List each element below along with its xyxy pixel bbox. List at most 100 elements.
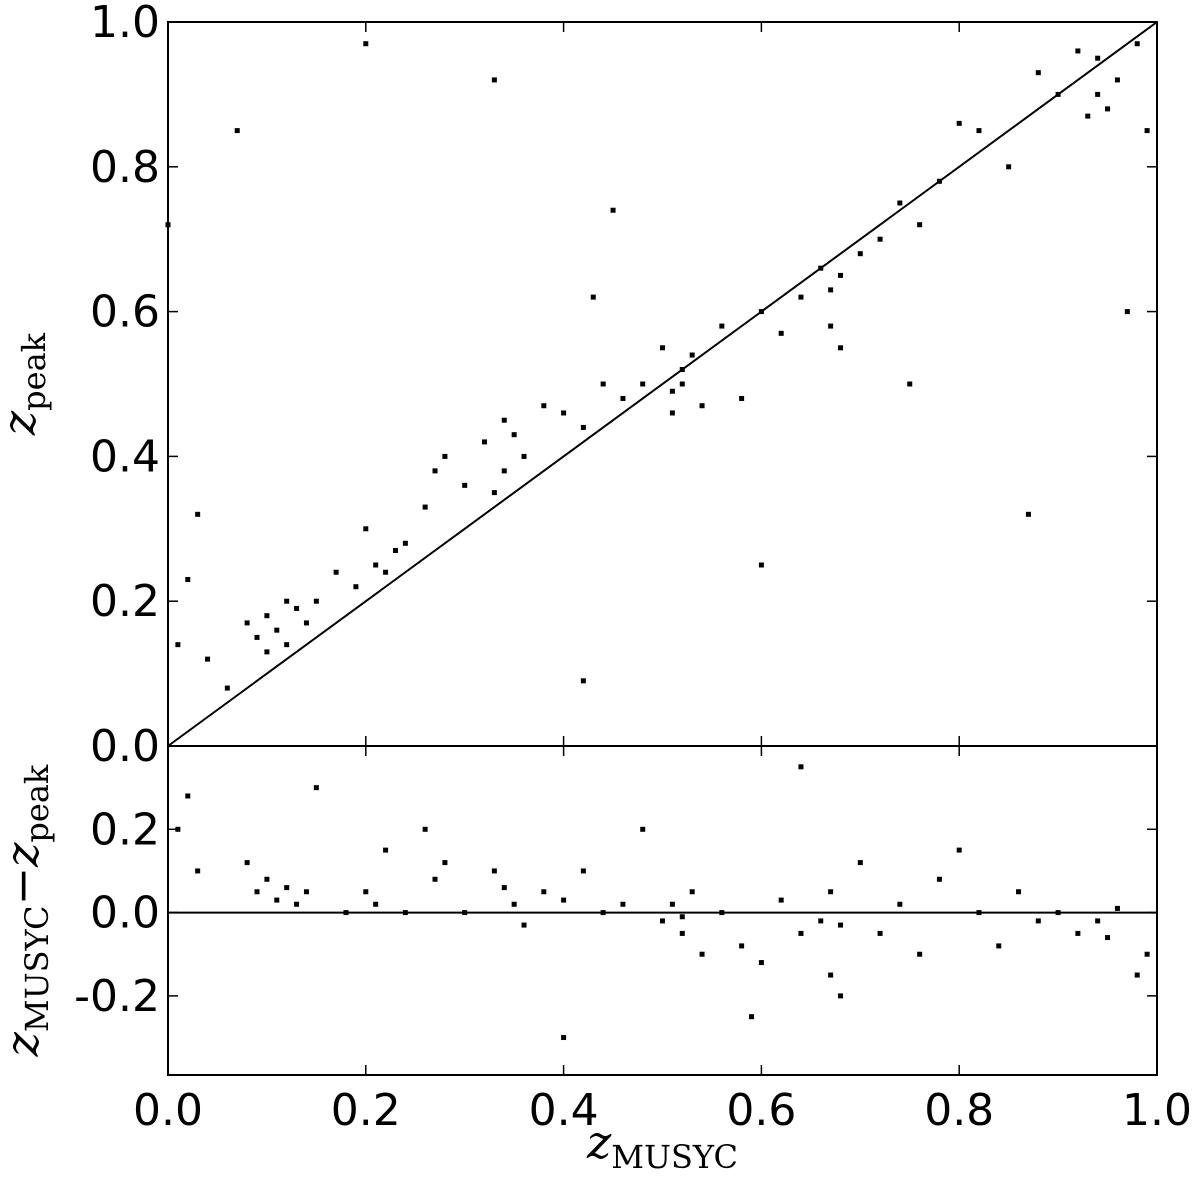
point bbox=[491, 77, 497, 83]
point bbox=[818, 918, 824, 924]
point bbox=[679, 381, 685, 387]
point bbox=[205, 656, 211, 662]
point bbox=[838, 922, 844, 928]
point bbox=[175, 642, 181, 648]
point bbox=[185, 576, 191, 582]
point bbox=[254, 889, 260, 895]
point bbox=[758, 562, 764, 568]
point bbox=[521, 922, 527, 928]
point bbox=[976, 128, 982, 134]
point bbox=[580, 868, 586, 874]
point bbox=[679, 367, 685, 373]
label-subscript: MUSYC bbox=[611, 1138, 738, 1176]
y-tick-label: 0.6 bbox=[90, 287, 160, 338]
point bbox=[234, 128, 240, 134]
point bbox=[1055, 910, 1061, 916]
point bbox=[600, 910, 606, 916]
x-tick-label: 0.4 bbox=[529, 1085, 599, 1136]
point bbox=[660, 345, 665, 351]
point bbox=[976, 910, 982, 916]
point bbox=[442, 453, 448, 459]
point bbox=[294, 901, 300, 907]
point bbox=[274, 897, 280, 903]
point bbox=[264, 876, 270, 882]
label-main: z bbox=[0, 410, 46, 436]
point bbox=[739, 395, 745, 401]
point bbox=[828, 287, 834, 293]
point bbox=[254, 634, 260, 640]
point bbox=[719, 323, 725, 329]
point bbox=[1035, 918, 1041, 924]
point bbox=[877, 236, 883, 242]
point bbox=[669, 901, 675, 907]
y-tick-label: 0.2 bbox=[90, 576, 160, 627]
point bbox=[175, 826, 181, 832]
point bbox=[363, 889, 369, 895]
point bbox=[383, 569, 389, 575]
point bbox=[778, 330, 784, 336]
point bbox=[620, 901, 626, 907]
point bbox=[1095, 918, 1101, 924]
point bbox=[828, 323, 834, 329]
x-tick-label: 0.6 bbox=[726, 1085, 796, 1136]
point bbox=[353, 584, 359, 590]
point bbox=[422, 504, 428, 510]
point bbox=[343, 910, 349, 916]
point bbox=[165, 222, 171, 228]
point bbox=[1075, 930, 1081, 936]
point bbox=[669, 410, 675, 416]
point bbox=[838, 272, 844, 278]
point bbox=[402, 540, 408, 546]
point bbox=[838, 993, 844, 999]
point bbox=[541, 403, 547, 409]
point bbox=[1075, 48, 1081, 54]
point bbox=[481, 439, 487, 445]
point bbox=[541, 889, 547, 895]
y-tick-label: 0.0 bbox=[90, 721, 160, 772]
point bbox=[669, 388, 675, 394]
point bbox=[798, 764, 804, 770]
point bbox=[511, 432, 517, 438]
point bbox=[1095, 91, 1101, 97]
point bbox=[936, 178, 942, 184]
point bbox=[244, 620, 250, 626]
x-tick-label: 0.8 bbox=[924, 1085, 994, 1136]
point bbox=[1105, 106, 1111, 112]
point bbox=[936, 876, 942, 882]
point bbox=[244, 860, 250, 866]
point bbox=[274, 627, 280, 633]
point bbox=[462, 910, 468, 916]
point bbox=[303, 620, 309, 626]
point bbox=[758, 309, 764, 315]
point bbox=[640, 826, 646, 832]
label-main: −z bbox=[0, 842, 49, 906]
point bbox=[1144, 128, 1150, 134]
point bbox=[749, 1014, 755, 1020]
y-tick-label: 0.0 bbox=[90, 888, 160, 939]
y-tick-label: 0.4 bbox=[90, 431, 160, 482]
point bbox=[383, 847, 389, 853]
point bbox=[195, 511, 201, 517]
plot-frame bbox=[167, 745, 1158, 1076]
point bbox=[422, 826, 428, 832]
reference-line bbox=[167, 21, 1158, 747]
point bbox=[828, 972, 834, 978]
point bbox=[363, 526, 369, 532]
y-tick-label: -0.2 bbox=[74, 971, 160, 1022]
point bbox=[195, 868, 201, 874]
point bbox=[1006, 164, 1012, 170]
point bbox=[1035, 70, 1041, 76]
point bbox=[303, 889, 309, 895]
point bbox=[828, 889, 834, 895]
point bbox=[432, 876, 438, 882]
point bbox=[373, 901, 379, 907]
point bbox=[798, 930, 804, 936]
point bbox=[363, 41, 369, 47]
point bbox=[679, 914, 685, 920]
point bbox=[511, 901, 517, 907]
point bbox=[689, 889, 695, 895]
axis-label: zpeak bbox=[0, 332, 53, 436]
axis-label: zMUSYC−zpeak bbox=[0, 764, 56, 1057]
point bbox=[897, 901, 903, 907]
label-subscript: peak bbox=[15, 332, 53, 411]
